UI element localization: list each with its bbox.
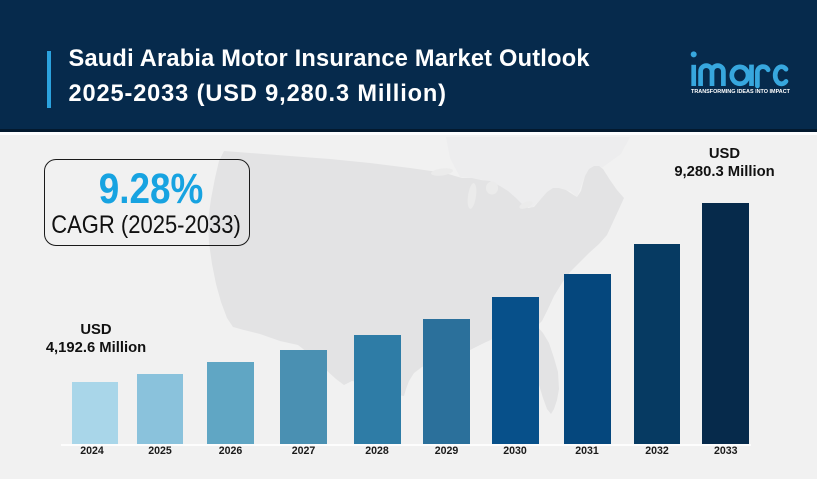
svg-text:TRANSFORMING IDEAS INTO IMPACT: TRANSFORMING IDEAS INTO IMPACT <box>691 89 790 95</box>
